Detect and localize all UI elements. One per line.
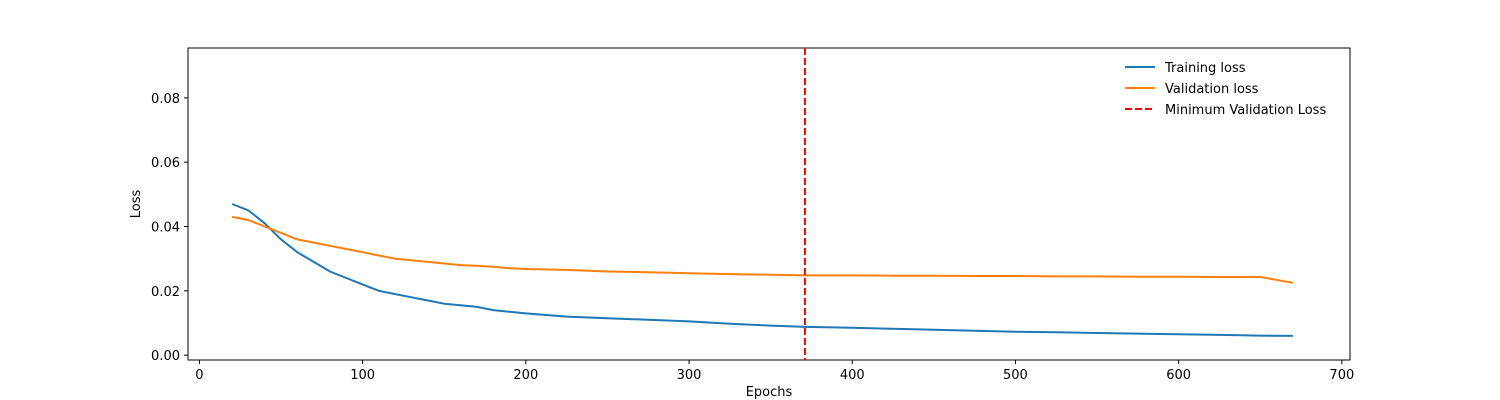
y-tick-label: 0.02 — [151, 285, 180, 300]
validation-loss-line — [231, 215, 1294, 284]
legend-label-training: Training loss — [1164, 61, 1246, 76]
x-tick-label: 0 — [195, 368, 203, 383]
x-tick-label: 700 — [1329, 368, 1354, 383]
x-tick-label: 100 — [350, 368, 375, 383]
x-tick-label: 600 — [1166, 368, 1191, 383]
y-tick-label: 0.06 — [151, 156, 180, 171]
x-tick-label: 200 — [513, 368, 538, 383]
legend-label-min-val: Minimum Validation Loss — [1165, 103, 1326, 118]
axes-frame — [187, 47, 1351, 361]
y-tick-label: 0.00 — [151, 349, 180, 364]
y-axis-label: Loss — [129, 190, 144, 219]
y-tick-label: 0.04 — [151, 221, 180, 236]
x-tick-label: 400 — [840, 368, 865, 383]
x-axis: 0 100 200 300 400 500 600 700 — [195, 360, 1354, 383]
legend: Training loss Validation loss Minimum Va… — [1125, 61, 1326, 118]
x-axis-label: Epochs — [746, 385, 793, 400]
legend-label-validation: Validation loss — [1165, 82, 1259, 97]
y-axis: 0.00 0.02 0.04 0.06 0.08 — [151, 92, 188, 364]
training-loss-line — [231, 203, 1293, 337]
x-tick-label: 300 — [677, 368, 702, 383]
plot-area — [231, 48, 1294, 360]
x-tick-label: 500 — [1003, 368, 1028, 383]
y-tick-label: 0.08 — [151, 92, 180, 107]
